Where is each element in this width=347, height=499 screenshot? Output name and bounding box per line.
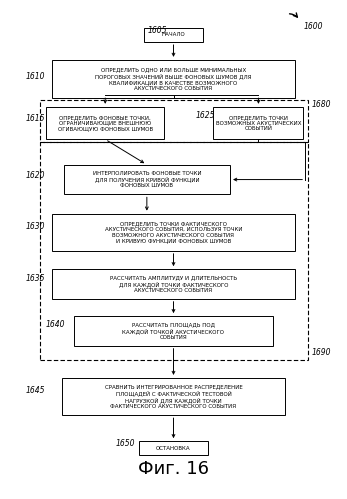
Bar [52,60,295,98]
Bar [40,100,308,142]
Bar [138,441,209,456]
Bar [62,378,285,415]
Text: 1635: 1635 [26,274,45,283]
Text: 1605: 1605 [147,25,167,34]
Text: 1610: 1610 [26,71,45,80]
Text: 1615: 1615 [26,114,45,123]
Text: 1645: 1645 [26,386,45,395]
Bar [144,28,203,42]
Bar [64,165,230,195]
Text: ИНТЕРПОЛИРОВАТЬ ФОНОВЫЕ ТОЧКИ
ДЛЯ ПОЛУЧЕНИЯ КРИВОЙ ФУНКЦИИ
ФОНОВЫХ ШУМОВ: ИНТЕРПОЛИРОВАТЬ ФОНОВЫЕ ТОЧКИ ДЛЯ ПОЛУЧЕ… [93,171,201,188]
Bar [74,316,273,346]
Bar [52,214,295,251]
Text: 1620: 1620 [26,171,45,180]
Text: Фиг. 16: Фиг. 16 [138,461,209,479]
Text: НАЧАЛО: НАЧАЛО [162,32,185,37]
Bar [52,269,295,299]
Bar [40,142,308,360]
Text: 1690: 1690 [312,348,331,357]
Text: РАССЧИТАТЬ АМПЛИТУДУ И ДЛИТЕЛЬНОСТЬ
ДЛЯ КАЖДОЙ ТОЧКИ ФАКТИЧЕСКОГО
АКУСТИЧЕСКОГО : РАССЧИТАТЬ АМПЛИТУДУ И ДЛИТЕЛЬНОСТЬ ДЛЯ … [110,275,237,293]
Text: ОПРЕДЕЛИТЬ ТОЧКИ ФАКТИЧЕСКОГО
АКУСТИЧЕСКОГО СОБЫТИЯ, ИСПОЛЬЗУЯ ТОЧКИ
ВОЗМОЖНОГО : ОПРЕДЕЛИТЬ ТОЧКИ ФАКТИЧЕСКОГО АКУСТИЧЕСК… [105,221,242,244]
Text: 1630: 1630 [26,222,45,231]
Text: ОПРЕДЕЛИТЬ ФОНОВЫЕ ТОЧКИ,
ОГРАНИЧИВАЮЩИЕ ВНЕШНЮЮ
ОГИВАЮЩУЮ ФОНОВЫХ ШУМОВ: ОПРЕДЕЛИТЬ ФОНОВЫЕ ТОЧКИ, ОГРАНИЧИВАЮЩИЕ… [58,115,153,131]
Text: 1680: 1680 [312,100,331,109]
Text: 1640: 1640 [46,320,65,329]
Text: СРАВНИТЬ ИНТЕГРИРОВАННОЕ РАСПРЕДЕЛЕНИЕ
ПЛОЩАДЕЙ С ФАКТИЧЕСКОЙ ТЕСТОВОЙ
НАГРУЗКОЙ: СРАВНИТЬ ИНТЕГРИРОВАННОЕ РАСПРЕДЕЛЕНИЕ П… [105,384,242,409]
Text: 1600: 1600 [304,22,323,31]
Text: 1625: 1625 [196,111,215,120]
Text: 1650: 1650 [116,440,135,449]
Bar [213,107,303,139]
Text: РАССЧИТАТЬ ПЛОЩАДЬ ПОД
КАЖДОЙ ТОЧКОЙ АКУСТИЧЕСКОГО
СОБЫТИЯ: РАССЧИТАТЬ ПЛОЩАДЬ ПОД КАЖДОЙ ТОЧКОЙ АКУ… [122,322,225,340]
Text: ОСТАНОВКА: ОСТАНОВКА [156,446,191,451]
Text: ОПРЕДЕЛИТЬ ОДНО ИЛИ БОЛЬШЕ МИНИМАЛЬНЫХ
ПОРОГОВЫХ ЗНАЧЕНИЙ ВЫШЕ ФОНОВЫХ ШУМОВ ДЛЯ: ОПРЕДЕЛИТЬ ОДНО ИЛИ БОЛЬШЕ МИНИМАЛЬНЫХ П… [95,67,252,91]
Bar [46,107,164,139]
Text: ОПРЕДЕЛИТЬ ТОЧКИ
ВОЗМОЖНЫХ АКУСТИЧЕСКИХ
СОБЫТИЙ: ОПРЕДЕЛИТЬ ТОЧКИ ВОЗМОЖНЫХ АКУСТИЧЕСКИХ … [216,115,301,131]
